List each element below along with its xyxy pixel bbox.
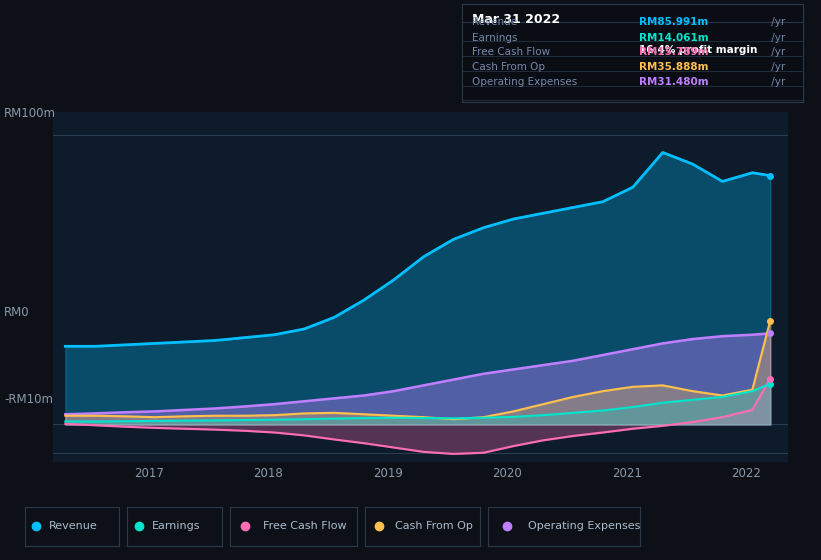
Text: /yr: /yr: [768, 62, 786, 72]
Text: /yr: /yr: [768, 77, 786, 87]
Text: -RM10m: -RM10m: [4, 393, 53, 406]
Text: /yr: /yr: [768, 48, 786, 57]
Text: RM15.789m: RM15.789m: [640, 48, 709, 57]
Text: Revenue: Revenue: [49, 521, 98, 531]
Text: /yr: /yr: [768, 17, 786, 27]
Text: Revenue: Revenue: [472, 17, 517, 27]
Text: RM0: RM0: [4, 306, 30, 319]
Text: Operating Expenses: Operating Expenses: [528, 521, 640, 531]
Text: Free Cash Flow: Free Cash Flow: [263, 521, 346, 531]
Text: /yr: /yr: [768, 32, 786, 43]
Text: RM14.061m: RM14.061m: [640, 32, 709, 43]
Text: Operating Expenses: Operating Expenses: [472, 77, 578, 87]
Text: RM85.991m: RM85.991m: [640, 17, 709, 27]
Text: Earnings: Earnings: [472, 32, 518, 43]
Text: 16.4% profit margin: 16.4% profit margin: [640, 45, 758, 55]
Text: RM35.888m: RM35.888m: [640, 62, 709, 72]
Text: Free Cash Flow: Free Cash Flow: [472, 48, 551, 57]
Text: RM31.480m: RM31.480m: [640, 77, 709, 87]
Text: Cash From Op: Cash From Op: [395, 521, 473, 531]
Text: Earnings: Earnings: [152, 521, 200, 531]
Text: Cash From Op: Cash From Op: [472, 62, 545, 72]
Text: RM100m: RM100m: [4, 108, 56, 120]
Text: Mar 31 2022: Mar 31 2022: [472, 13, 561, 26]
